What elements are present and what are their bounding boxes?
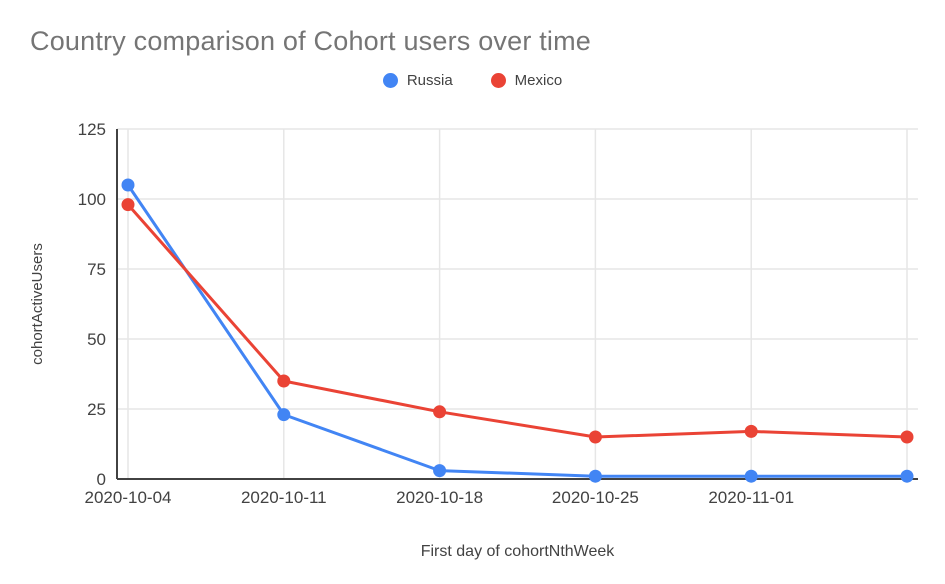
legend-item-russia[interactable]: Russia: [382, 71, 453, 89]
legend-dot-mexico: [490, 72, 506, 88]
data-point-russia-1[interactable]: [277, 408, 291, 422]
data-point-mexico-0[interactable]: [121, 198, 135, 212]
data-point-russia-4[interactable]: [744, 469, 758, 483]
series-line-mexico: [126, 203, 909, 439]
legend-label: Mexico: [514, 71, 563, 89]
y-axis-title: cohortActiveUsers: [29, 243, 46, 365]
legend-label: Russia: [406, 71, 453, 89]
x-tick-label-2020-10-25: 2020-10-25: [552, 488, 639, 507]
y-tick-label-0: 0: [97, 470, 106, 489]
series-line-russia: [126, 183, 909, 478]
data-point-mexico-1[interactable]: [277, 374, 291, 388]
legend-item-mexico[interactable]: Mexico: [490, 71, 563, 89]
data-point-mexico-3[interactable]: [588, 430, 602, 444]
data-point-russia-0[interactable]: [121, 178, 135, 192]
data-point-mexico-5[interactable]: [900, 430, 914, 444]
x-axis-title: First day of cohortNthWeek: [420, 543, 615, 560]
y-tick-label-75: 75: [87, 260, 106, 279]
x-tick-label-2020-10-04: 2020-10-04: [85, 488, 172, 507]
y-tick-label-100: 100: [78, 190, 106, 209]
y-tick-label-25: 25: [87, 400, 106, 419]
x-tick-label-2020-10-18: 2020-10-18: [396, 488, 483, 507]
data-point-russia-2[interactable]: [433, 464, 447, 478]
data-point-mexico-2[interactable]: [433, 405, 447, 419]
legend: Russia Mexico: [0, 68, 945, 92]
data-point-mexico-4[interactable]: [744, 424, 758, 438]
data-point-russia-5[interactable]: [900, 469, 914, 483]
y-tick-label-50: 50: [87, 330, 106, 349]
data-point-russia-3[interactable]: [588, 469, 602, 483]
chart-title: Country comparison of Cohort users over …: [30, 26, 592, 56]
y-tick-label-125: 125: [78, 120, 106, 139]
legend-dot-russia: [382, 72, 398, 88]
x-tick-label-2020-10-11: 2020-10-11: [241, 488, 327, 507]
x-tick-label-2020-11-01: 2020-11-01: [708, 488, 794, 507]
